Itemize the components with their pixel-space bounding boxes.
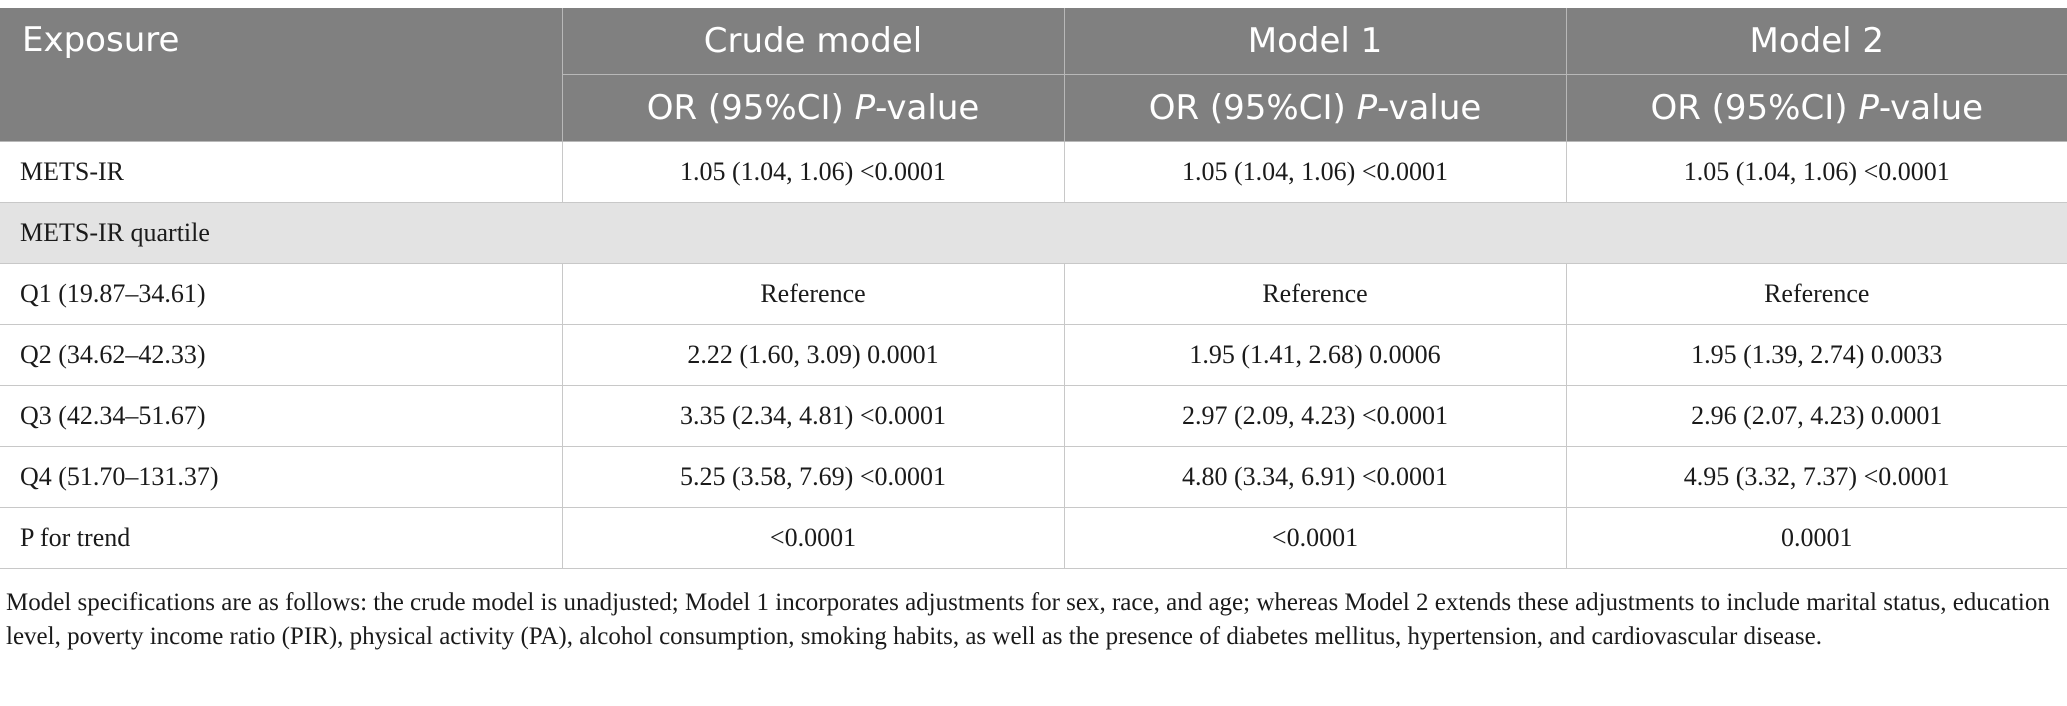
table-cell: Reference (1063, 263, 1567, 325)
results-table-container: Exposure Crude model Model 1 Model 2 OR … (0, 8, 2067, 569)
table-cell: <0.0001 (561, 507, 1065, 569)
table-header: Exposure Crude model Model 1 Model 2 OR … (0, 8, 2067, 142)
subheader-p: P (1858, 88, 1879, 128)
table-cell: 0.0001 (1565, 507, 2067, 569)
table-row: Q4 (51.70–131.37) 5.25 (3.58, 7.69) <0.0… (0, 446, 2067, 508)
header-exposure: Exposure (0, 8, 563, 142)
table-cell: 5.25 (3.58, 7.69) <0.0001 (561, 446, 1065, 508)
row-label: Q1 (19.87–34.61) (0, 263, 563, 325)
table-row: P for trend <0.0001 <0.0001 0.0001 (0, 507, 2067, 569)
subheader-p: P (854, 88, 876, 128)
table-body: METS-IR 1.05 (1.04, 1.06) <0.0001 1.05 (… (0, 141, 2067, 569)
group-row: METS-IR quartile (0, 202, 2067, 264)
header-model-1: Model 1 (1064, 8, 1567, 75)
table-row: Q3 (42.34–51.67) 3.35 (2.34, 4.81) <0.00… (0, 385, 2067, 447)
row-label: METS-IR (0, 141, 563, 203)
table-cell: 4.80 (3.34, 6.91) <0.0001 (1063, 446, 1567, 508)
header-model-2: Model 2 (1566, 8, 2067, 75)
table-cell: 3.35 (2.34, 4.81) <0.0001 (561, 385, 1065, 447)
table-cell: 2.97 (2.09, 4.23) <0.0001 (1063, 385, 1567, 447)
table-cell: 1.95 (1.41, 2.68) 0.0006 (1063, 324, 1567, 386)
subheader-prefix: OR (95%CI) (1148, 88, 1357, 128)
row-label: Q2 (34.62–42.33) (0, 324, 563, 386)
subheader-model-2: OR (95%CI) P-value (1566, 74, 2067, 142)
table-row: Q1 (19.87–34.61) Reference Reference Ref… (0, 263, 2067, 325)
results-table: Exposure Crude model Model 1 Model 2 OR … (0, 8, 2067, 569)
subheader-p: P (1356, 88, 1378, 128)
subheader-suffix: -value (875, 88, 980, 128)
table-cell: 2.96 (2.07, 4.23) 0.0001 (1565, 385, 2067, 447)
table-cell: 2.22 (1.60, 3.09) 0.0001 (561, 324, 1065, 386)
table-cell: 4.95 (3.32, 7.37) <0.0001 (1565, 446, 2067, 508)
subheader-prefix: OR (95%CI) (646, 88, 855, 128)
row-label: P for trend (0, 507, 563, 569)
subheader-crude: OR (95%CI) P-value (562, 74, 1065, 142)
subheader-model-1: OR (95%CI) P-value (1064, 74, 1567, 142)
table-row: METS-IR 1.05 (1.04, 1.06) <0.0001 1.05 (… (0, 141, 2067, 203)
table-cell: 1.95 (1.39, 2.74) 0.0033 (1565, 324, 2067, 386)
table-cell: <0.0001 (1063, 507, 1567, 569)
table-footnote: Model specifications are as follows: the… (6, 589, 2050, 650)
table-cell: 1.05 (1.04, 1.06) <0.0001 (1063, 141, 1567, 203)
table-cell: Reference (561, 263, 1065, 325)
row-label: Q3 (42.34–51.67) (0, 385, 563, 447)
table-cell: 1.05 (1.04, 1.06) <0.0001 (1565, 141, 2067, 203)
subheader-suffix: -value (1878, 88, 1984, 128)
table-cell: Reference (1565, 263, 2067, 325)
subheader-suffix: -value (1377, 88, 1482, 128)
subheader-prefix: OR (95%CI) (1650, 88, 1859, 128)
row-label: Q4 (51.70–131.37) (0, 446, 563, 508)
table-cell: 1.05 (1.04, 1.06) <0.0001 (561, 141, 1065, 203)
table-row: Q2 (34.62–42.33) 2.22 (1.60, 3.09) 0.000… (0, 324, 2067, 386)
header-crude-model: Crude model (562, 8, 1065, 75)
group-label: METS-IR quartile (0, 202, 2067, 264)
